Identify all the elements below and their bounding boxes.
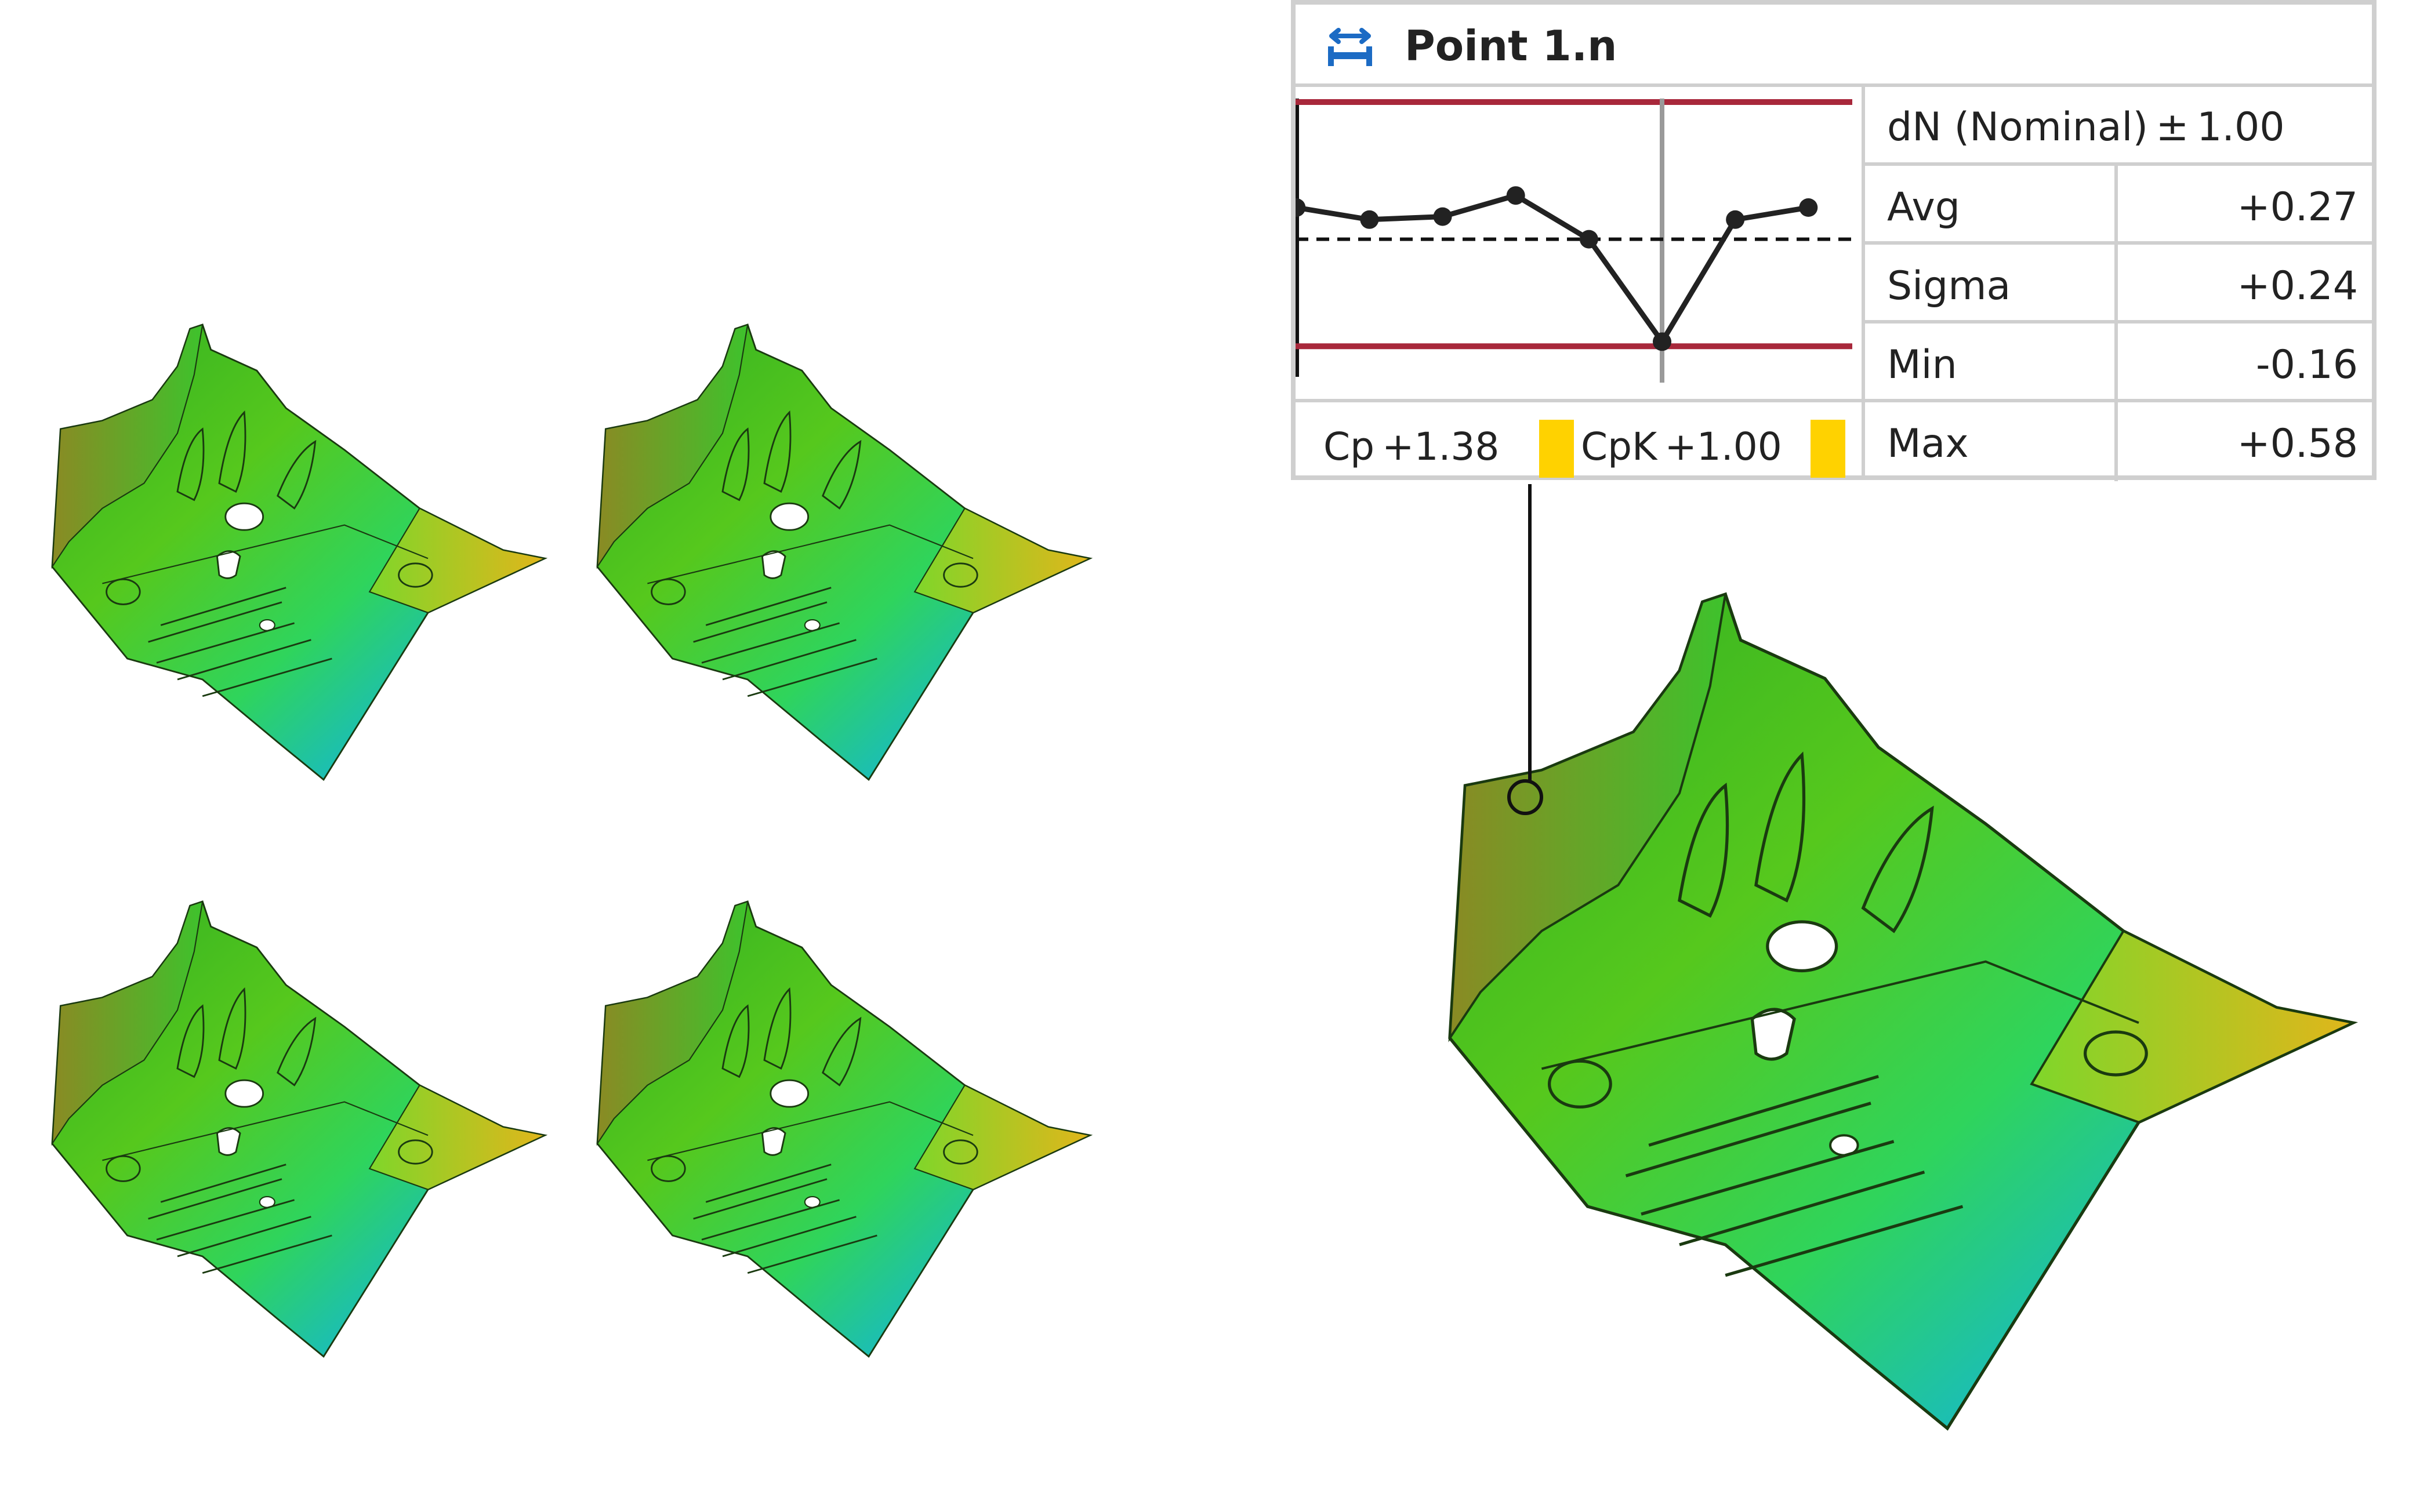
data-point (1726, 210, 1745, 229)
stats-table: dN (Nominal) ± 1.00 Avg +0.27 Sigma +0.2… (1862, 87, 2372, 481)
data-point (1433, 207, 1452, 226)
stat-value: -0.16 (2256, 342, 2358, 388)
series-line (1296, 192, 1809, 344)
nominal-label: dN (Nominal) ± 1.00 (1887, 104, 2285, 150)
point-info-panel: Point 1.n Cp +1.38 CpK +1.00 dN (Nominal… (1291, 0, 2377, 481)
cp-status-flag (1539, 420, 1574, 478)
panel-title: Point 1.n (1405, 21, 1617, 70)
nominal-row: dN (Nominal) ± 1.00 (1862, 87, 2372, 166)
data-point (1360, 210, 1379, 229)
column-divider (2114, 324, 2118, 399)
double-arrow-measure-icon (1328, 28, 1372, 66)
part-main-view[interactable] (1450, 594, 2353, 1429)
stat-name: Avg (1887, 184, 1960, 230)
capability-row: Cp +1.38 CpK +1.00 (1296, 402, 1865, 478)
data-point (1506, 186, 1525, 205)
column-divider (2114, 166, 2118, 241)
part-thumbnail-4[interactable] (596, 900, 1091, 1358)
part-thumbnail-1[interactable] (51, 324, 546, 781)
data-point (1653, 332, 1672, 351)
measurement-point-marker[interactable] (1507, 779, 1543, 815)
stat-value: +0.27 (2237, 184, 2358, 230)
data-point (1579, 230, 1598, 249)
data-point (1799, 198, 1818, 217)
cpk-status-flag (1811, 420, 1845, 478)
data-point (1296, 198, 1306, 217)
panel-header: Point 1.n (1296, 5, 2372, 87)
part-thumbnail-3[interactable] (51, 900, 546, 1358)
cp-value: Cp +1.38 (1323, 424, 1500, 469)
stat-value: +0.58 (2237, 421, 2358, 467)
control-chart (1296, 87, 1865, 402)
stat-row-min: Min -0.16 (1862, 324, 2372, 402)
stat-name: Max (1887, 421, 1969, 467)
stat-name: Sigma (1887, 263, 2011, 309)
stat-row-avg: Avg +0.27 (1862, 166, 2372, 245)
control-chart-svg (1296, 99, 1852, 383)
part-thumbnail-2[interactable] (596, 324, 1091, 781)
stat-value: +0.24 (2237, 263, 2358, 309)
cpk-value: CpK +1.00 (1581, 424, 1782, 469)
stat-row-max: Max +0.58 (1862, 402, 2372, 481)
column-divider (2114, 402, 2118, 481)
stat-name: Min (1887, 342, 1957, 388)
column-divider (2114, 245, 2118, 320)
stat-row-sigma: Sigma +0.24 (1862, 245, 2372, 324)
